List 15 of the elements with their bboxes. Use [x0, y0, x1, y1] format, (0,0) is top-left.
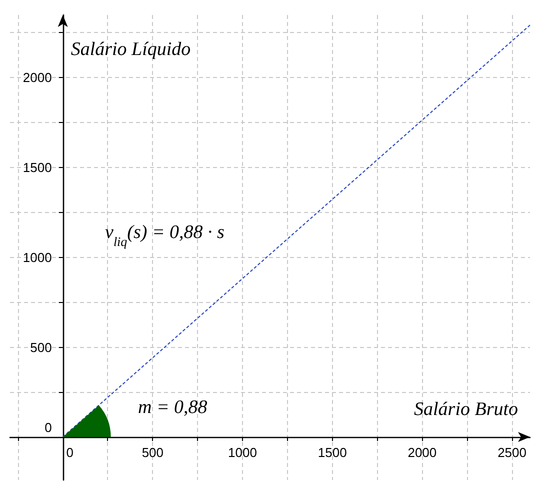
y-tick-label: 2000 [22, 70, 52, 85]
x-tick-label: 2000 [408, 444, 437, 460]
x-tick-label: 2500 [498, 444, 526, 460]
annotation: m = 0,88 [138, 397, 208, 418]
annotation: v$_{liq}$(s) = 0,88 · s [105, 222, 224, 248]
x-tick-label: 0 [66, 444, 74, 460]
x-tick-label: 1500 [318, 444, 347, 460]
y-axis-title: Salário Líquido [70, 39, 191, 60]
y-tick-label: 0 [44, 420, 52, 435]
x-tick-label: 1000 [228, 444, 257, 460]
y-tick-label: 500 [30, 340, 52, 355]
y-tick-label: 1000 [22, 250, 52, 265]
x-axis-title: Salário Bruto [414, 399, 518, 420]
y-tick-label: 1500 [22, 160, 52, 175]
x-tick-label: 500 [142, 444, 164, 460]
